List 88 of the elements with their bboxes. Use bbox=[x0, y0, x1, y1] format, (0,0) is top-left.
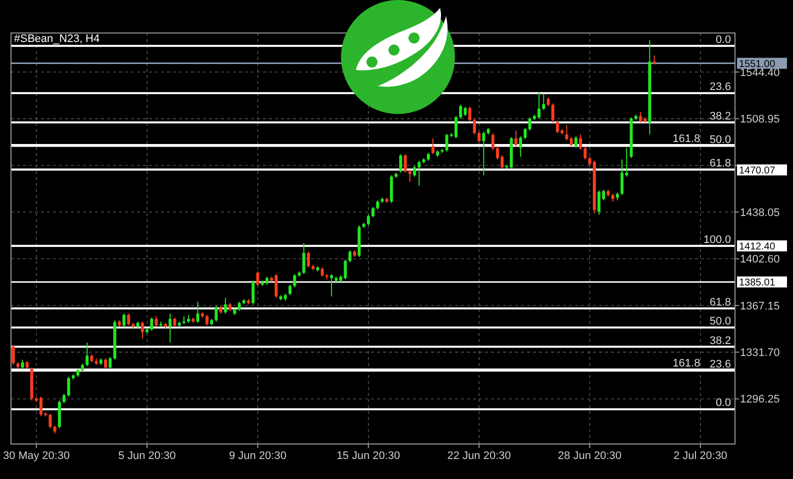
candlestick bbox=[472, 118, 476, 135]
candlestick bbox=[62, 393, 66, 404]
candlestick bbox=[574, 136, 578, 148]
candlestick bbox=[238, 301, 241, 312]
annotation: 23.6 bbox=[710, 358, 731, 371]
candlestick bbox=[150, 317, 154, 332]
candlestick bbox=[519, 136, 522, 158]
candlestick bbox=[478, 131, 481, 143]
candlestick bbox=[413, 166, 416, 178]
candlestick bbox=[168, 313, 172, 344]
candlestick bbox=[173, 317, 176, 328]
y-tick-label: 1508.95 bbox=[740, 114, 780, 126]
annotation: 161.8 bbox=[672, 357, 700, 370]
candlestick bbox=[431, 138, 434, 155]
candlestick bbox=[12, 344, 15, 366]
ref-line-label: 1470.07 bbox=[739, 165, 776, 176]
candlestick bbox=[491, 132, 494, 151]
annotation: 61.8 bbox=[710, 157, 731, 170]
annotation: 23.6 bbox=[710, 81, 731, 94]
x-tick-label: 5 Jun 20:30 bbox=[118, 450, 176, 462]
candlestick bbox=[418, 160, 421, 186]
candlestick bbox=[468, 106, 472, 122]
annotation: 0.0 bbox=[716, 34, 731, 46]
chart-title: #SBean_N23, H4 bbox=[14, 33, 100, 45]
annotation: 0.0 bbox=[716, 397, 731, 410]
candlestick bbox=[86, 342, 89, 367]
candlestick bbox=[320, 266, 324, 278]
candlestick bbox=[214, 305, 218, 322]
candlestick bbox=[67, 376, 70, 398]
x-tick-label: 28 Jun 20:30 bbox=[558, 450, 622, 462]
candlestick bbox=[399, 154, 402, 174]
candlestick bbox=[330, 274, 333, 297]
candlestick bbox=[404, 154, 407, 174]
candlestick bbox=[372, 206, 374, 218]
ref-line-label: 1385.01 bbox=[739, 277, 776, 288]
candlestick bbox=[579, 134, 582, 150]
candlestick bbox=[127, 313, 130, 326]
candlestick bbox=[482, 131, 486, 176]
x-tick-label: 30 May 20:30 bbox=[3, 450, 70, 462]
candlestick bbox=[252, 280, 255, 305]
y-tick-label: 1296.25 bbox=[740, 394, 780, 406]
y-tick-label: 1438.05 bbox=[740, 206, 780, 219]
y-tick-label: 1367.15 bbox=[740, 300, 780, 312]
candlestick bbox=[459, 104, 462, 120]
annotation: 50.0 bbox=[710, 316, 731, 328]
candlestick bbox=[288, 284, 292, 296]
candlestick bbox=[205, 314, 208, 326]
x-tick-label: 2 Jul 20:30 bbox=[674, 450, 728, 462]
candlestick bbox=[551, 102, 554, 124]
candlestick bbox=[584, 146, 587, 160]
candlestick bbox=[565, 124, 568, 141]
candlestick bbox=[366, 214, 370, 226]
candlestick bbox=[348, 250, 352, 263]
candlestick bbox=[344, 259, 347, 280]
y-tick-label: 1402.60 bbox=[740, 254, 780, 266]
candlestick bbox=[108, 356, 112, 370]
candlestick bbox=[293, 274, 296, 288]
candlestick bbox=[122, 313, 126, 328]
annotation: 61.8 bbox=[710, 296, 731, 308]
candlestick bbox=[306, 251, 310, 268]
candlestick bbox=[570, 136, 573, 147]
candlestick bbox=[408, 170, 412, 182]
annotation: 161.8 bbox=[672, 132, 700, 145]
candlestick bbox=[514, 130, 518, 147]
ref-line-label: 1412.40 bbox=[739, 241, 776, 252]
candlestick bbox=[48, 413, 52, 429]
candlestick bbox=[21, 359, 24, 370]
candlestick bbox=[376, 200, 380, 210]
candlestick bbox=[542, 93, 546, 111]
annotation: 38.2 bbox=[710, 334, 731, 347]
annotation: 100.0 bbox=[703, 234, 731, 246]
candlestick bbox=[528, 116, 532, 131]
x-tick-label: 22 Jun 20:30 bbox=[447, 450, 511, 462]
x-tick-label: 15 Jun 20:30 bbox=[336, 450, 400, 462]
candlestick bbox=[524, 127, 527, 140]
candlestick bbox=[140, 320, 144, 340]
x-tick-label: 9 Jun 20:30 bbox=[228, 450, 286, 462]
candlestick bbox=[302, 242, 306, 275]
candlestick bbox=[154, 316, 158, 328]
candlestick bbox=[196, 301, 200, 324]
candlestick bbox=[256, 270, 260, 286]
annotation: 50.0 bbox=[710, 134, 731, 146]
candlestick bbox=[104, 358, 108, 370]
candlestick bbox=[224, 297, 227, 314]
candlestick bbox=[620, 158, 624, 196]
y-tick-label: 1331.70 bbox=[740, 347, 780, 360]
candlestick bbox=[652, 54, 656, 66]
annotation: 38.2 bbox=[710, 110, 731, 122]
